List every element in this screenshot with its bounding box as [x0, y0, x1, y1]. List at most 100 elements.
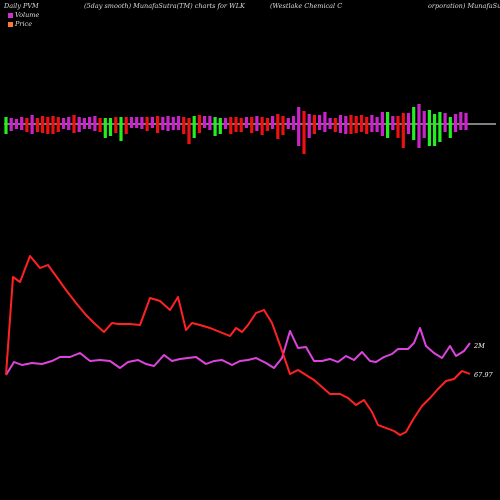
- volume-bar: [443, 113, 447, 132]
- volume-bar: [4, 117, 8, 134]
- volume-bar: [375, 117, 379, 132]
- volume-bar: [9, 118, 13, 131]
- volume-bar: [187, 118, 191, 144]
- legend-volume-swatch: [8, 12, 13, 18]
- volume-bar: [380, 112, 384, 136]
- volume-bar: [61, 118, 66, 129]
- volume-bar: [197, 115, 201, 133]
- volume-bar: [176, 116, 181, 130]
- volume-bar: [213, 117, 217, 136]
- volume-bar: [338, 115, 343, 133]
- volume-bar: [453, 114, 458, 132]
- volume-bar: [88, 117, 92, 129]
- volume-bar: [119, 117, 123, 141]
- volume-bar: [391, 116, 395, 130]
- volume-bar: [417, 104, 421, 148]
- volume-bar: [286, 118, 290, 129]
- volume-bar: [140, 117, 144, 129]
- volume-bar: [67, 117, 71, 130]
- volume-bar: [171, 117, 175, 130]
- volume-bar: [312, 115, 316, 134]
- volume-bar: [14, 119, 19, 129]
- volume-bar: [20, 117, 24, 130]
- volume-bar: [370, 115, 374, 132]
- volume-bar: [182, 117, 186, 134]
- legend-price-swatch: [8, 21, 13, 27]
- volume-bar: [192, 116, 196, 138]
- volume-bars: [4, 104, 468, 154]
- volume-bar: [145, 117, 149, 131]
- volume-bar: [108, 118, 113, 136]
- volume-bar: [244, 117, 249, 128]
- volume-bar: [265, 118, 269, 131]
- volume-bar: [281, 116, 285, 135]
- legend-volume-label: Volume: [15, 11, 40, 19]
- volume-bar: [291, 116, 296, 130]
- volume-bar: [25, 118, 29, 132]
- volume-bar: [427, 110, 431, 146]
- legend-price: Price: [8, 20, 32, 28]
- volume-bar: [135, 117, 139, 128]
- volume-bar: [218, 118, 222, 134]
- header-subtitle: (5day smooth) MunafaSutra(TM) charts for…: [84, 2, 245, 10]
- volume-bar: [41, 116, 45, 133]
- volume-value-label: 2M: [473, 342, 485, 350]
- volume-bar: [30, 115, 34, 134]
- volume-bar: [318, 115, 322, 130]
- price-value-label: 67.97: [474, 371, 493, 379]
- volume-bar: [250, 117, 254, 133]
- header-company: (Westlake Chemical C: [270, 2, 343, 10]
- volume-line: [5, 327, 471, 376]
- volume-bar: [223, 118, 228, 129]
- volume-bar: [344, 116, 348, 134]
- volume-bar: [46, 117, 50, 134]
- price-line: [5, 255, 471, 436]
- volume-bar: [448, 117, 452, 138]
- volume-bar: [234, 117, 238, 132]
- volume-bar: [124, 117, 128, 134]
- volume-bar: [82, 118, 86, 129]
- volume-bar: [302, 111, 306, 154]
- volume-bar: [422, 111, 426, 138]
- volume-bar: [51, 116, 55, 134]
- volume-bar: [354, 116, 358, 133]
- volume-bar: [349, 115, 353, 134]
- volume-bar: [412, 107, 416, 140]
- legend-price-label: Price: [15, 20, 33, 28]
- volume-bar: [114, 117, 118, 133]
- volume-bar: [386, 112, 390, 138]
- volume-bar: [255, 116, 259, 131]
- volume-bar: [161, 117, 165, 130]
- volume-bar: [365, 117, 369, 134]
- volume-bar: [459, 112, 463, 130]
- volume-bar: [359, 115, 364, 132]
- volume-bar: [56, 117, 60, 132]
- volume-bar: [129, 117, 134, 128]
- volume-bar: [323, 112, 327, 132]
- volume-bar: [464, 113, 468, 130]
- volume-bar: [433, 114, 437, 146]
- volume-bar: [307, 114, 311, 138]
- volume-bar: [98, 118, 102, 132]
- volume-bar: [77, 117, 81, 132]
- volume-bar: [260, 117, 264, 135]
- volume-bar: [406, 113, 411, 134]
- volume-bar: [150, 117, 154, 128]
- volume-bar: [438, 112, 442, 142]
- volume-bar: [93, 116, 97, 131]
- volume-bar: [208, 116, 212, 130]
- volume-bar: [229, 117, 233, 134]
- volume-bar: [333, 118, 337, 132]
- volume-bar: [72, 115, 76, 133]
- volume-bar: [103, 118, 107, 138]
- volume-bar: [271, 116, 275, 129]
- volume-bar: [276, 114, 280, 139]
- volume-bar: [239, 118, 243, 132]
- legend-volume: Volume: [8, 11, 39, 19]
- volume-bar: [396, 116, 400, 138]
- header-title: Daily PVM: [4, 2, 39, 10]
- volume-bar: [401, 113, 405, 148]
- header-company-cont: orporation) MunafaSu: [428, 2, 500, 10]
